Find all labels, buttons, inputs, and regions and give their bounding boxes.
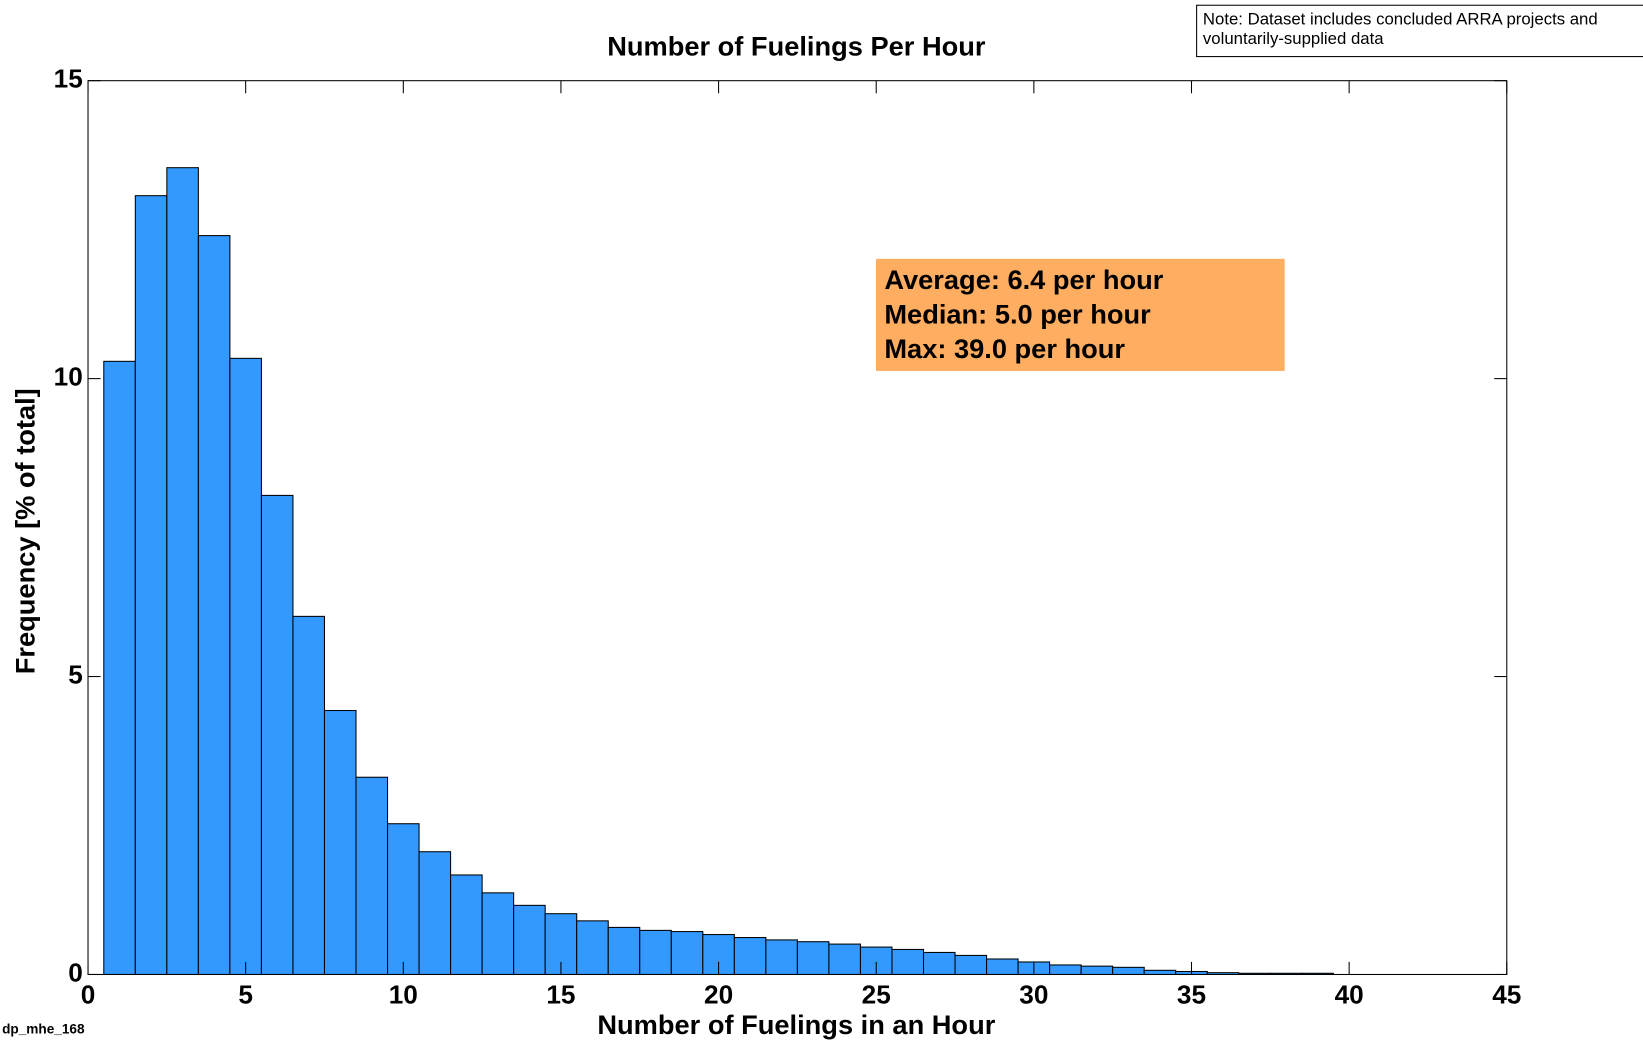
annotation-box (875, 258, 1285, 371)
x-tick-label: 10 (389, 979, 418, 1009)
note-text: voluntarily-supplied data (1203, 29, 1384, 48)
note-box (1196, 4, 1643, 58)
bar (922, 951, 956, 976)
x-tick-label: 15 (546, 979, 575, 1009)
annotation-text: Average: 6.4 per hour (884, 264, 1163, 295)
bar (670, 931, 704, 976)
annotation-text: Median: 5.0 per hour (884, 299, 1151, 330)
bar (418, 851, 452, 976)
bar (481, 892, 515, 976)
bar (229, 357, 262, 976)
bar (197, 235, 231, 976)
bar (134, 195, 168, 976)
bar (387, 823, 420, 976)
bar (828, 943, 861, 976)
bar (260, 494, 294, 976)
y-axis-label: Frequency [% of total] (9, 388, 40, 674)
bar (891, 948, 925, 976)
bar (292, 615, 326, 976)
bar (323, 709, 357, 976)
x-tick-label: 25 (862, 979, 891, 1009)
annotation-text: Max: 39.0 per hour (884, 333, 1125, 364)
chart-title: Number of Fuelings Per Hour (607, 30, 986, 61)
y-tick-label: 15 (54, 64, 83, 94)
x-tick-label: 40 (1335, 979, 1364, 1009)
footnote: dp_mhe_168 (2, 1022, 85, 1037)
bar (1112, 966, 1145, 976)
bar (796, 941, 830, 976)
x-tick-label: 30 (1019, 979, 1048, 1009)
bar (1143, 969, 1177, 976)
x-tick-label: 35 (1177, 979, 1206, 1009)
bar (1080, 965, 1114, 976)
bar (733, 937, 767, 976)
bar (765, 939, 798, 976)
bar (166, 167, 199, 976)
bar (607, 926, 641, 976)
y-tick-label: 0 (68, 957, 83, 987)
note-text: Note: Dataset includes concluded ARRA pr… (1203, 9, 1598, 28)
bar (986, 958, 1019, 976)
y-tick-label: 10 (54, 362, 83, 392)
x-axis-label: Number of Fuelings in an Hour (597, 1009, 995, 1040)
x-tick-label: 45 (1492, 979, 1521, 1009)
x-tick-label: 20 (704, 979, 733, 1009)
bar (639, 929, 672, 976)
bar (355, 776, 389, 976)
bar (954, 954, 988, 976)
x-tick-label: 5 (238, 979, 253, 1009)
bar (103, 360, 136, 976)
bar (1049, 964, 1082, 976)
bar (576, 920, 609, 976)
bar (450, 874, 483, 976)
y-tick-label: 5 (68, 659, 83, 689)
plot-frame (87, 80, 1508, 976)
x-tick-label: 0 (81, 979, 96, 1009)
bar (513, 904, 546, 976)
